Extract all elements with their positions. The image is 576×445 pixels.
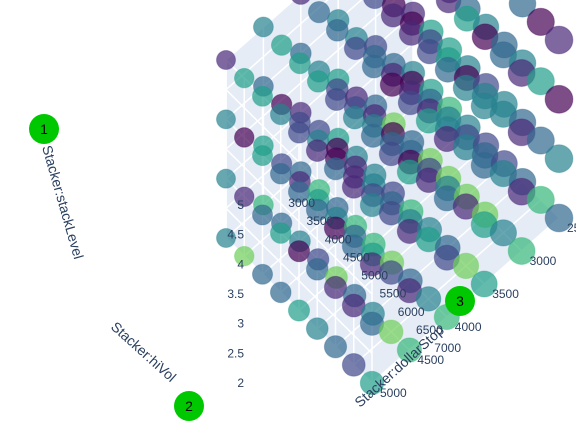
z-tick-label: 5 [237,198,244,212]
y-tick-label: 5000 [380,386,407,400]
y-tick-label: 3500 [492,287,519,301]
data-point [251,85,274,107]
data-point [251,263,274,285]
data-point [216,168,236,189]
data-point [269,162,292,185]
data-points [216,0,574,396]
data-point [341,352,366,377]
data-point [287,299,311,322]
data-point [251,204,274,226]
gridline-z [225,148,373,295]
y-tick-label: 2500 [567,221,576,235]
data-point [544,25,574,55]
y-tick-label: 4500 [417,353,444,367]
badge-1-circle [29,114,59,144]
data-point [233,186,255,208]
data-point [544,84,574,114]
y-tick-label: 4000 [455,320,482,334]
data-point [325,18,349,42]
data-point [305,257,329,281]
x-tick-label: 3000 [288,196,315,210]
data-point [305,317,329,340]
z-tick-label: 4.5 [227,228,244,242]
data-point [287,121,311,144]
data-point [216,228,236,248]
data-point [526,126,555,155]
x-tick-label: 3500 [307,214,334,228]
x-tick-label: 6500 [416,323,443,337]
badge-2: 2 [174,391,204,421]
badge-1: 1 [29,114,59,144]
z-tick-label: 3.5 [227,287,244,301]
data-point [378,319,404,345]
data-point [269,281,292,304]
data-point [323,275,348,300]
data-point [507,237,536,265]
badge-3-label: 3 [456,293,464,309]
data-point [251,145,274,167]
x-tick-label: 4500 [343,250,370,264]
data-point [216,50,236,70]
x-tick-label: 7000 [434,341,461,355]
badge-2-label: 2 [185,398,193,414]
data-point [233,67,255,89]
data-point [252,16,274,38]
data-point [270,34,293,56]
badge-1-label: 1 [40,121,48,137]
y-tick-label: 3000 [530,254,557,268]
data-point [544,144,574,174]
data-point [291,0,310,5]
z-tick-label: 2.5 [227,346,244,360]
x-axis-title: Stacker:hiVol [108,318,179,385]
data-point [396,337,423,363]
data-point [305,139,329,162]
data-point [415,286,442,312]
z-tick-label: 2 [237,376,244,390]
data-point [526,7,555,36]
data-point [359,370,385,396]
data-point [489,219,518,247]
badge-3: 3 [445,286,475,316]
data-point [269,222,292,244]
data-point [307,0,331,24]
z-tick-label: 3 [237,317,244,331]
tick-labels: 2 2.5 3 3.5 4 4.5 5 3000 3500 4000 4500 5000 5500 600… [227,196,576,400]
data-point [233,245,255,267]
data-point [233,127,255,148]
data-point [508,0,537,18]
data-point [470,270,498,298]
badge-2-circle [174,391,204,421]
data-point [216,109,236,130]
gridline-z [225,207,373,354]
data-point [526,185,555,214]
x-tick-label: 4000 [325,232,352,246]
data-point [544,203,574,233]
z-axis-title: Stacker:stackLevel [39,143,87,260]
data-point [306,70,330,93]
x-tick-label: 5000 [361,269,388,283]
data-point [526,67,555,96]
data-point [363,0,387,10]
x-tick-label: 5500 [380,287,407,301]
data-point [323,335,348,359]
data-point [269,103,292,126]
data-point [287,240,311,263]
data-point [452,252,480,280]
x-tick-label: 6000 [398,305,425,319]
data-point [288,52,311,75]
z-tick-label: 4 [237,257,244,271]
badge-3-circle [445,286,475,316]
